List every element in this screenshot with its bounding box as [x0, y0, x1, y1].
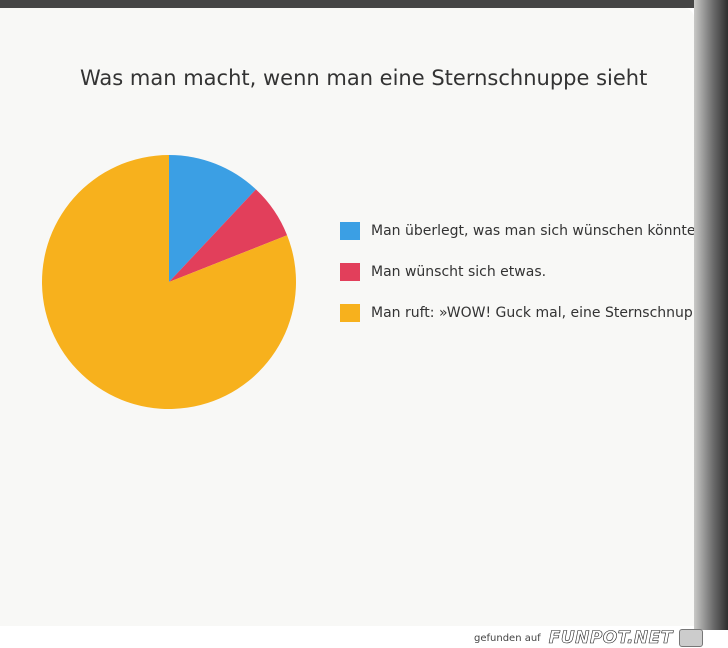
legend-item-3: Man ruft: »WOW! Guck mal, eine Sternschn…	[340, 302, 694, 324]
credit-text: gefunden auf	[474, 632, 541, 644]
pie-slice-3	[41, 155, 296, 409]
legend-label-3: Man ruft: »WOW! Guck mal, eine Sternschn…	[371, 305, 694, 321]
legend-swatch-1	[340, 222, 360, 240]
legend-swatch-2	[340, 263, 360, 281]
book-spine-shadow	[694, 0, 728, 630]
pie-slice-2	[169, 189, 288, 282]
legend-label-2: Man wünscht sich etwas.	[371, 264, 547, 280]
page-top-shadow	[0, 0, 728, 8]
source-credit: gefunden auf FUNPOT.NET	[474, 628, 703, 648]
chart-legend: Man überlegt, was man sich wünschen könn…	[340, 220, 694, 343]
chart-title: Was man macht, wenn man eine Sternschnup…	[80, 66, 648, 90]
pie-slice-1	[169, 155, 256, 282]
funpot-logo-text[interactable]: FUNPOT.NET	[548, 628, 673, 648]
funpot-logo-icon	[678, 629, 703, 647]
legend-swatch-3	[340, 304, 360, 322]
legend-item-2: Man wünscht sich etwas.	[340, 261, 694, 283]
legend-label-1: Man überlegt, was man sich wünschen könn…	[371, 223, 694, 239]
legend-item-1: Man überlegt, was man sich wünschen könn…	[340, 220, 694, 242]
